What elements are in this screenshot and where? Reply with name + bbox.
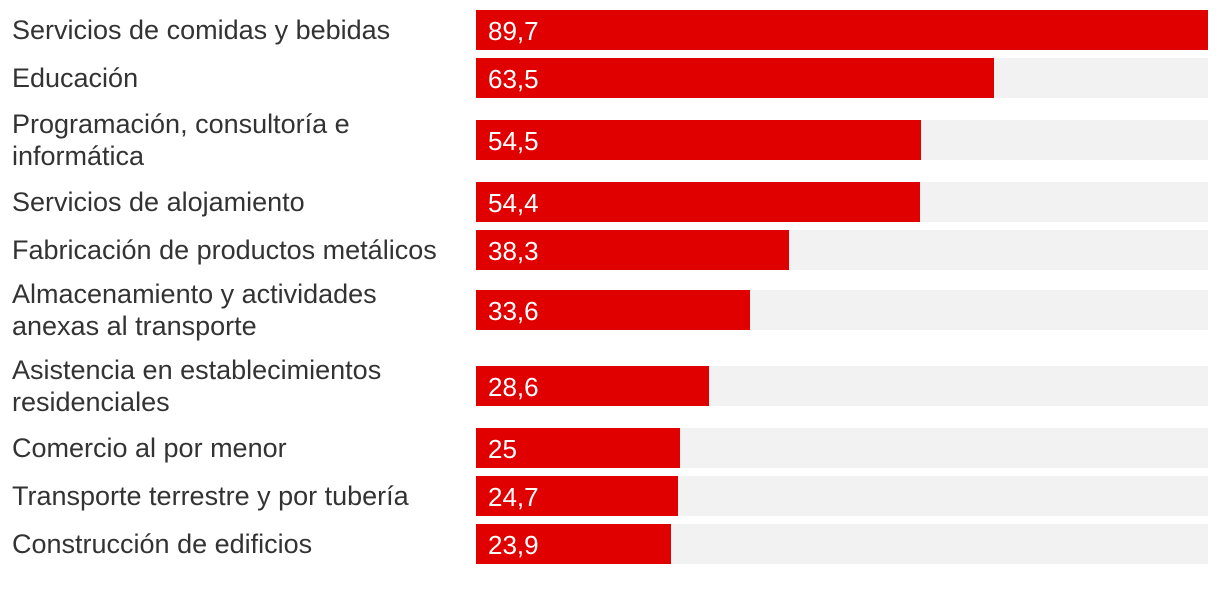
category-label: Fabricación de productos metálicos bbox=[12, 235, 437, 265]
bar: 28,6 bbox=[476, 366, 709, 406]
bar-value-label: 25 bbox=[488, 434, 517, 464]
category-label: Asistencia en establecimientos residenci… bbox=[12, 355, 382, 417]
category-label: Educación bbox=[12, 63, 139, 93]
category-label: Servicios de comidas y bebidas bbox=[12, 15, 391, 45]
category-label: Servicios de alojamiento bbox=[12, 187, 305, 217]
bar: 23,9 bbox=[476, 524, 671, 564]
bar-track: 28,6 bbox=[476, 366, 1208, 406]
category-label: Transporte terrestre y por tubería bbox=[12, 481, 409, 511]
bar-track: 25 bbox=[476, 428, 1208, 468]
category-label: Programación, consultoría e informática bbox=[12, 109, 350, 171]
bar: 33,6 bbox=[476, 290, 750, 330]
category-label: Comercio al por menor bbox=[12, 433, 287, 463]
bar: 54,4 bbox=[476, 182, 920, 222]
category-label: Almacenamiento y actividades anexas al t… bbox=[12, 279, 377, 341]
bar-value-label: 89,7 bbox=[488, 16, 539, 46]
bar-value-label: 33,6 bbox=[488, 296, 539, 326]
bar-value-label: 63,5 bbox=[488, 64, 539, 94]
bar-value-label: 24,7 bbox=[488, 482, 539, 512]
bar-track: 54,4 bbox=[476, 182, 1208, 222]
category-label: Construcción de edificios bbox=[12, 529, 313, 559]
bar-value-label: 38,3 bbox=[488, 236, 539, 266]
bar: 89,7 bbox=[476, 10, 1208, 50]
bar: 24,7 bbox=[476, 476, 678, 516]
bar-track: 23,9 bbox=[476, 524, 1208, 564]
bar: 38,3 bbox=[476, 230, 789, 270]
bar-track: 63,5 bbox=[476, 58, 1208, 98]
bar-track: 24,7 bbox=[476, 476, 1208, 516]
bar-track: 89,7 bbox=[476, 10, 1208, 50]
bar: 54,5 bbox=[476, 120, 921, 160]
bar-value-label: 28,6 bbox=[488, 372, 539, 402]
bar-track: 38,3 bbox=[476, 230, 1208, 270]
bar-track: 54,5 bbox=[476, 120, 1208, 160]
bar-track: 33,6 bbox=[476, 290, 1208, 330]
bar: 63,5 bbox=[476, 58, 994, 98]
bar-value-label: 54,5 bbox=[488, 126, 539, 156]
bar-value-label: 23,9 bbox=[488, 530, 539, 560]
bar: 25 bbox=[476, 428, 680, 468]
bar-value-label: 54,4 bbox=[488, 188, 539, 218]
